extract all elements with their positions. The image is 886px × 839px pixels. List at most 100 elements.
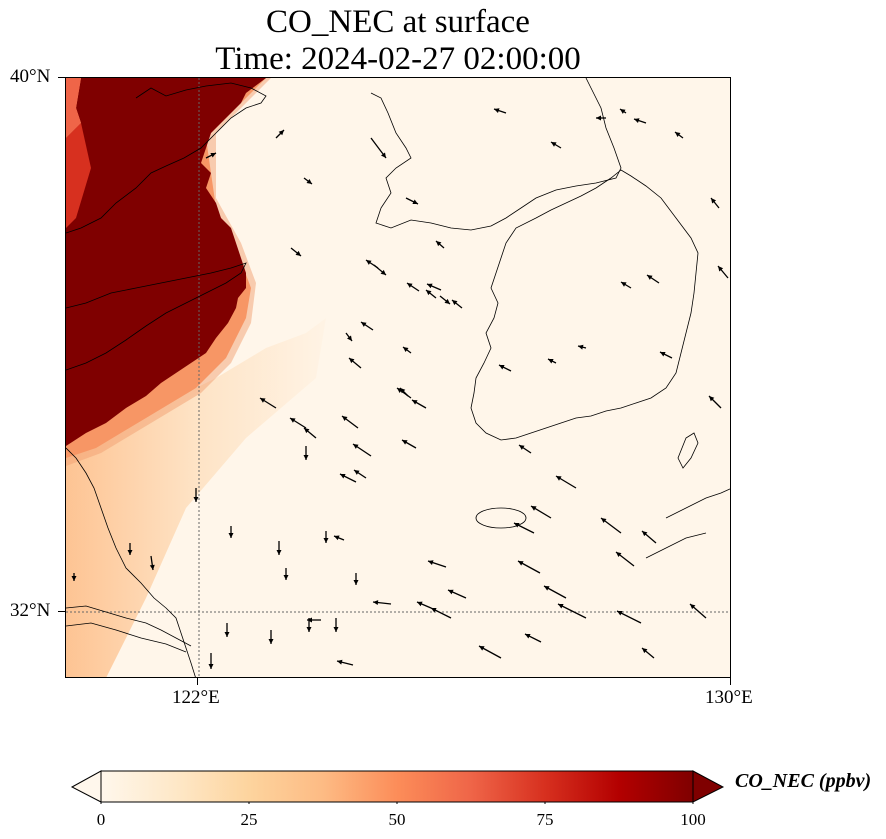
wind-vector-head <box>307 617 312 623</box>
co-gradient-band-2 <box>66 123 91 228</box>
wind-vector-head <box>283 575 289 580</box>
wind-vector-head <box>556 476 562 481</box>
wind-vector-head <box>380 269 386 275</box>
wind-vector-head <box>448 589 454 595</box>
wind-vector-head <box>71 576 77 581</box>
lat-tick-mark-40 <box>58 77 65 78</box>
colorbar-extend-min <box>70 770 102 803</box>
coastline-korea <box>470 169 699 441</box>
colorbar-gradient <box>100 770 694 803</box>
wind-vector-head <box>224 632 230 637</box>
wind-vector-head <box>304 428 310 434</box>
colorbar-label: CO_NEC (ppbv) <box>735 770 872 792</box>
wind-vector-head <box>690 604 696 610</box>
wind-vector-head <box>427 283 433 289</box>
lon-tick-label-130: 130°E <box>705 687 753 708</box>
wind-vector-head <box>295 250 301 256</box>
wind-vector-head <box>551 142 557 147</box>
wind-vector-head <box>373 600 379 606</box>
wind-vector-head <box>444 298 450 304</box>
wind-vector-head <box>340 474 346 479</box>
wind-vector-head <box>306 627 312 632</box>
wind-vector-head <box>402 440 408 445</box>
wind-vector-head <box>342 416 348 421</box>
wind-vector-head <box>381 152 386 158</box>
wind-vector-head <box>616 552 622 558</box>
wind-vector-head <box>407 283 413 288</box>
wind-vector-head <box>347 335 352 341</box>
lat-tick-label-32: 32°N <box>10 600 51 621</box>
map-canvas <box>66 78 730 677</box>
wind-vector-head <box>354 470 360 475</box>
colorbar-tick-75: 75 <box>536 810 554 829</box>
wind-vector-head <box>514 523 520 528</box>
coastline-china-east <box>66 447 196 677</box>
wind-vector-head <box>361 322 367 327</box>
wind-vector-head <box>675 132 681 137</box>
wind-vector-head <box>578 344 584 350</box>
lat-tick-mark-32 <box>58 611 65 612</box>
wind-vector-head <box>531 506 537 511</box>
wind-vector-head <box>642 531 648 537</box>
wind-vector-head <box>621 282 627 287</box>
wind-vector-head <box>334 535 340 541</box>
wind-vector-head <box>642 648 648 654</box>
wind-vector-head <box>544 586 550 591</box>
wind-vector-head <box>709 396 715 402</box>
wind-vector-head <box>417 601 423 607</box>
wind-vector-head <box>306 179 312 184</box>
wind-vector-head <box>558 604 564 609</box>
wind-vector-head <box>403 347 409 352</box>
wind-vector-head <box>620 109 626 114</box>
wind-vector-head <box>431 608 437 613</box>
jeju-island <box>475 507 527 529</box>
coastline-yangtze <box>66 605 192 653</box>
colorbar-tick-100: 100 <box>680 810 706 829</box>
wind-vector-head <box>268 639 274 644</box>
wind-vector-head <box>711 198 717 204</box>
wind-vector-head <box>428 560 434 565</box>
wind-vector-head <box>436 241 442 247</box>
coastline-tsushima <box>677 432 699 469</box>
colorbar-tick-25: 25 <box>240 810 258 829</box>
wind-vector-head <box>426 290 432 296</box>
wind-vector-head <box>452 300 458 306</box>
wind-vector-head <box>323 538 329 543</box>
wind-vector-head <box>400 388 406 394</box>
wind-vector-head <box>525 634 531 639</box>
wind-vector-shaft <box>557 603 587 619</box>
map-subtitle-time: Time: 2024-02-27 02:00:00 <box>215 41 581 77</box>
lon-tick-mark-130 <box>730 678 731 685</box>
wind-vector-head <box>601 518 607 523</box>
wind-vector-head <box>208 664 214 669</box>
wind-vector-head <box>499 365 505 370</box>
wind-vector-head <box>412 199 418 204</box>
wind-vector-head <box>353 580 359 585</box>
coastline-kyushu <box>645 488 730 559</box>
map-title: CO_NEC at surface <box>266 4 530 40</box>
coastline-liaodong <box>370 78 622 231</box>
wind-vector-head <box>303 455 309 460</box>
wind-vector-head <box>617 611 623 616</box>
colorbar-tick-50: 50 <box>388 810 406 829</box>
wind-vector-head <box>210 153 216 158</box>
wind-vector-head <box>127 550 133 555</box>
wind-vector-head <box>353 444 359 449</box>
wind-vector-head <box>260 398 266 403</box>
wind-vector-head <box>366 260 372 265</box>
wind-vector-head <box>660 352 666 357</box>
wind-vector-head <box>479 646 485 651</box>
co-plume-haze <box>66 318 326 677</box>
wind-vector-head <box>228 533 234 538</box>
wind-vector-head <box>596 115 601 121</box>
wind-vector-head <box>333 627 339 632</box>
wind-vector-head <box>518 561 524 566</box>
colorbar-extend-max <box>692 770 725 803</box>
wind-vector-head <box>647 275 653 280</box>
colorbar <box>70 770 725 804</box>
map-panel[interactable] <box>65 77 731 678</box>
co-high-concentration-region <box>66 78 266 446</box>
wind-vector-head <box>290 418 296 423</box>
wind-vectors <box>71 108 729 669</box>
wind-vector-head <box>548 359 554 364</box>
